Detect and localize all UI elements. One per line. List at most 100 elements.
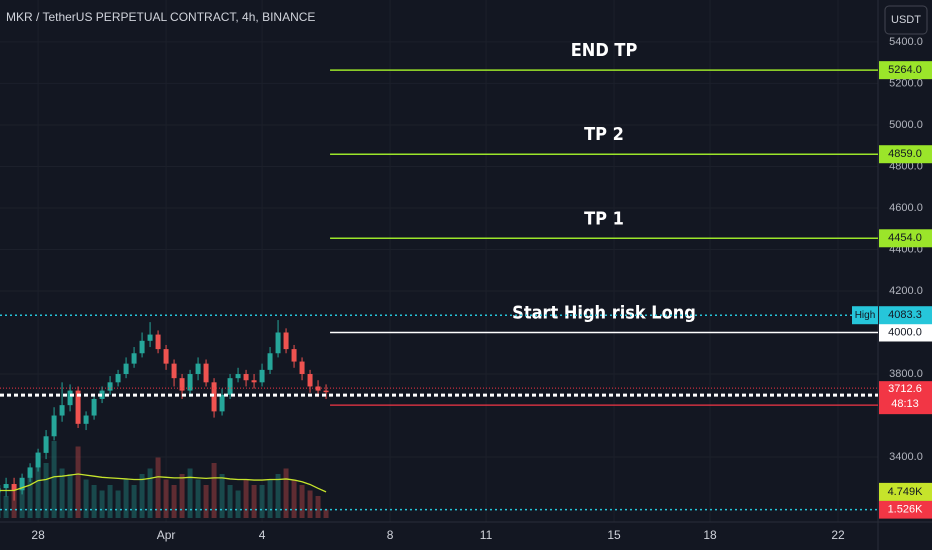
candle-body — [307, 374, 313, 387]
volume-bar — [179, 474, 185, 518]
volume-bar — [75, 446, 81, 518]
volume-bar — [315, 496, 321, 518]
x-tick-label: 28 — [31, 528, 45, 542]
volume-bar — [267, 479, 273, 518]
candle-body — [243, 374, 249, 381]
level-price-label-bg — [879, 229, 932, 248]
countdown: 48:13 — [891, 398, 919, 410]
currency-button[interactable] — [884, 5, 928, 35]
level-price-label-bg — [879, 323, 932, 342]
volume-bar — [107, 485, 113, 518]
candle-body — [235, 374, 241, 379]
candle-body — [299, 361, 305, 375]
volume-bar — [195, 479, 201, 518]
volume-bar — [91, 485, 97, 518]
volume-bar — [227, 485, 233, 518]
candle-body — [139, 340, 145, 354]
candle-body — [259, 369, 265, 383]
volume-bar — [187, 468, 193, 518]
candle-body — [211, 382, 217, 412]
candle-body — [203, 363, 209, 383]
volume-bar — [123, 479, 129, 518]
volume-bar — [243, 479, 249, 518]
candle-body — [99, 390, 105, 399]
level-price-label: 5264.0 — [888, 64, 922, 76]
y-tick-label: 5400.0 — [889, 36, 923, 48]
volume-bar — [163, 479, 169, 518]
candle-body — [67, 390, 73, 406]
candle-body — [163, 349, 169, 364]
volume-ma-label-bg — [879, 482, 932, 501]
volume-bar — [259, 485, 265, 518]
candle-body — [91, 398, 97, 416]
x-tick-label: 11 — [480, 528, 493, 542]
candle-body — [83, 415, 89, 424]
candle-body — [115, 374, 121, 383]
candle-body — [107, 382, 113, 391]
candle-body — [195, 363, 201, 375]
y-tick-label: 3400.0 — [889, 451, 923, 463]
candle-body — [59, 405, 65, 416]
candle-body — [267, 353, 273, 370]
candle-body — [187, 374, 193, 391]
volume-bar — [67, 474, 73, 518]
candle-body — [227, 378, 233, 395]
candle-body — [275, 332, 281, 354]
level-price-label-bg — [879, 61, 932, 80]
volume-label: 1.526K — [888, 504, 924, 516]
candle-body — [123, 363, 129, 375]
volume-bar — [19, 479, 25, 518]
volume-bar — [27, 468, 33, 518]
volume-ma-label: 4.749K — [888, 486, 924, 498]
volume-bar — [115, 490, 121, 518]
volume-ma-line — [0, 473, 327, 493]
volume-bar — [171, 485, 177, 518]
volume-bar — [59, 468, 65, 518]
volume-bar — [0, 485, 1, 518]
volume-bar — [307, 490, 313, 518]
level-text: Start High risk Long — [512, 303, 696, 324]
volume-bar — [251, 485, 257, 518]
x-tick-label: 18 — [703, 528, 717, 542]
candle-body — [147, 334, 153, 341]
volume-bar — [219, 474, 225, 518]
high-price-label: 4083.3 — [888, 309, 922, 321]
candle-body — [75, 390, 81, 424]
level-price-label: 4859.0 — [888, 148, 922, 160]
candle-body — [291, 349, 297, 362]
volume-bar — [155, 457, 161, 518]
chart-title: MKR / TetherUS PERPETUAL CONTRACT, 4h, B… — [6, 10, 315, 24]
volume-bar — [131, 485, 137, 518]
candle-body — [155, 334, 161, 350]
volume-bar — [299, 485, 305, 518]
candle-body — [35, 452, 41, 468]
volume-bar — [235, 490, 241, 518]
volume-bar — [43, 463, 49, 518]
level-text: TP 1 — [584, 208, 624, 229]
high-name: High — [855, 310, 876, 321]
x-tick-label: 15 — [607, 528, 621, 542]
high-price-label-bg — [879, 306, 932, 325]
x-tick-label: Apr — [157, 528, 176, 542]
volume-bar — [323, 509, 329, 518]
volume-bar — [99, 490, 105, 518]
candle-body — [283, 332, 289, 350]
y-tick-label: 4800.0 — [889, 160, 923, 172]
level-text: TP 2 — [584, 124, 624, 145]
level-price-label: 4454.0 — [888, 232, 922, 244]
level-price-label-bg — [879, 145, 932, 164]
candle-body — [251, 380, 257, 383]
currency-button-label[interactable]: USDT — [891, 14, 921, 26]
x-tick-label: 8 — [387, 528, 394, 542]
y-tick-label: 5000.0 — [889, 119, 923, 131]
volume-bar — [139, 474, 145, 518]
candle-body — [11, 484, 17, 491]
x-tick-label: 4 — [259, 528, 266, 542]
candle-body — [131, 353, 137, 364]
candle-body — [323, 390, 329, 393]
last-price-label: 3712.6 — [888, 383, 922, 395]
candle-body — [43, 436, 49, 453]
volume-bar — [203, 485, 209, 518]
volume-bar — [211, 463, 217, 518]
